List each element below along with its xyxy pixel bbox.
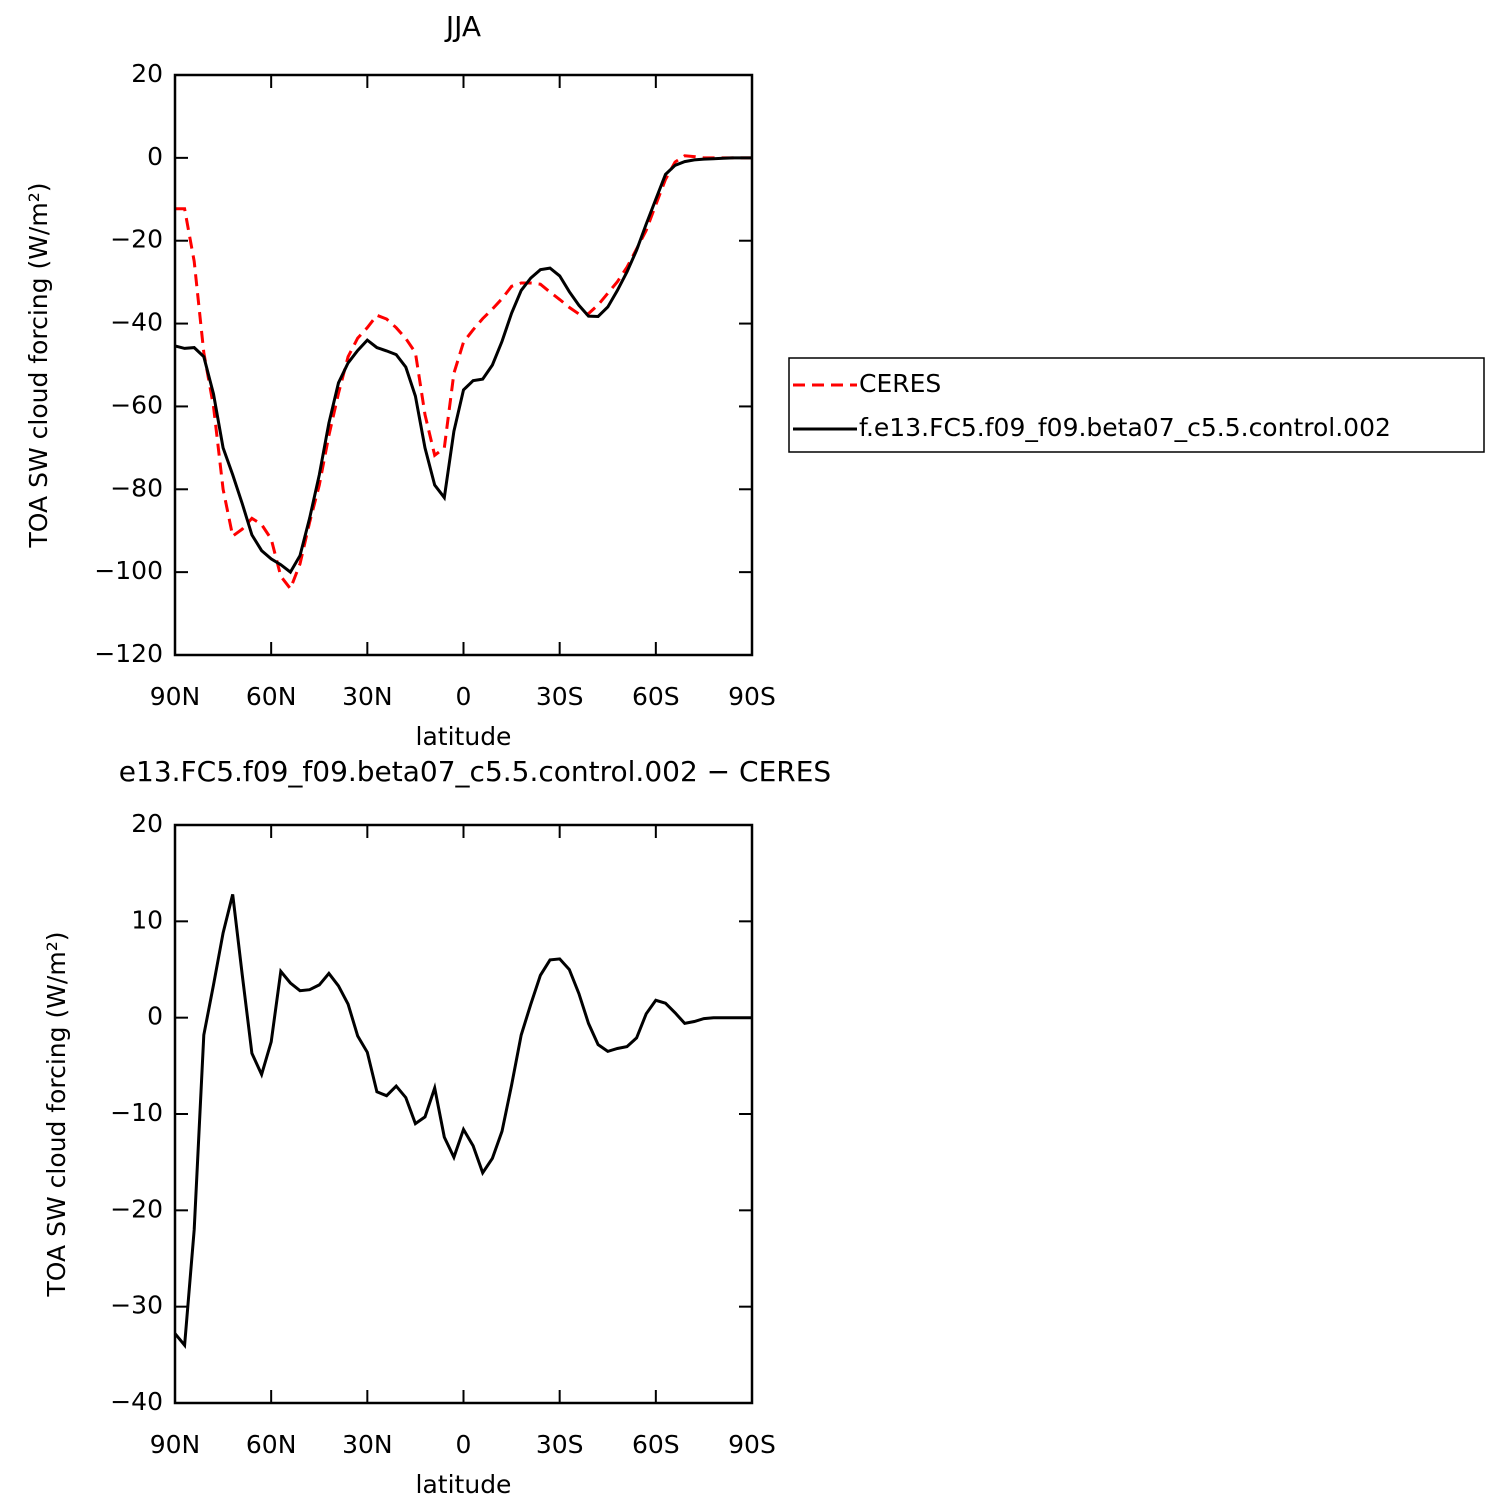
y-tick-label: −60 — [110, 390, 163, 419]
x-tick-label: 30S — [536, 1430, 584, 1459]
data-line — [174, 156, 752, 575]
x-tick-label: 0 — [456, 1430, 472, 1459]
y-tick-label: −100 — [94, 556, 163, 585]
y-tick-label: 20 — [131, 809, 163, 838]
x-tick-label: 0 — [456, 682, 472, 711]
x-tick-label: 30N — [342, 1430, 393, 1459]
y-tick-label: −120 — [94, 639, 163, 668]
y-axis-label: TOA SW cloud forcing (W/m²) — [24, 183, 53, 549]
x-tick-label: 60N — [246, 682, 297, 711]
y-tick-label: −20 — [110, 1194, 163, 1223]
y-tick-label: 10 — [131, 905, 163, 934]
x-tick-label: 60S — [632, 1430, 680, 1459]
x-tick-label: 30N — [342, 682, 393, 711]
x-tick-label: 90N — [150, 1430, 201, 1459]
x-tick-label: 60N — [246, 1430, 297, 1459]
chart-title: JJA — [444, 10, 481, 43]
data-line — [175, 154, 752, 592]
x-tick-label: 90S — [728, 1430, 776, 1459]
plot-frame — [173, 73, 754, 657]
legend-label: f.e13.FC5.f09_f09.beta07_c5.5.control.00… — [859, 413, 1391, 442]
legend-label: CERES — [859, 369, 941, 398]
x-axis-label: latitude — [416, 1470, 512, 1499]
x-tick-label: 90N — [150, 682, 201, 711]
legend-box — [788, 357, 1485, 453]
plot-frame — [173, 823, 754, 1405]
y-tick-label: −40 — [110, 308, 163, 337]
y-axis-label: TOA SW cloud forcing (W/m²) — [42, 932, 71, 1298]
y-tick-label: 0 — [147, 142, 163, 171]
y-tick-label: −30 — [110, 1291, 163, 1320]
y-tick-label: 20 — [131, 59, 163, 88]
y-tick-label: −40 — [110, 1387, 163, 1416]
y-tick-label: 0 — [147, 1002, 163, 1031]
x-tick-label: 60S — [632, 682, 680, 711]
x-tick-label: 90S — [728, 682, 776, 711]
x-axis-label: latitude — [416, 722, 512, 751]
y-tick-label: −80 — [110, 473, 163, 502]
data-line — [173, 894, 752, 1349]
y-tick-label: −20 — [110, 225, 163, 254]
x-tick-label: 30S — [536, 682, 584, 711]
y-tick-label: −10 — [110, 1098, 163, 1127]
chart-title: e13.FC5.f09_f09.beta07_c5.5.control.002 … — [119, 755, 831, 788]
